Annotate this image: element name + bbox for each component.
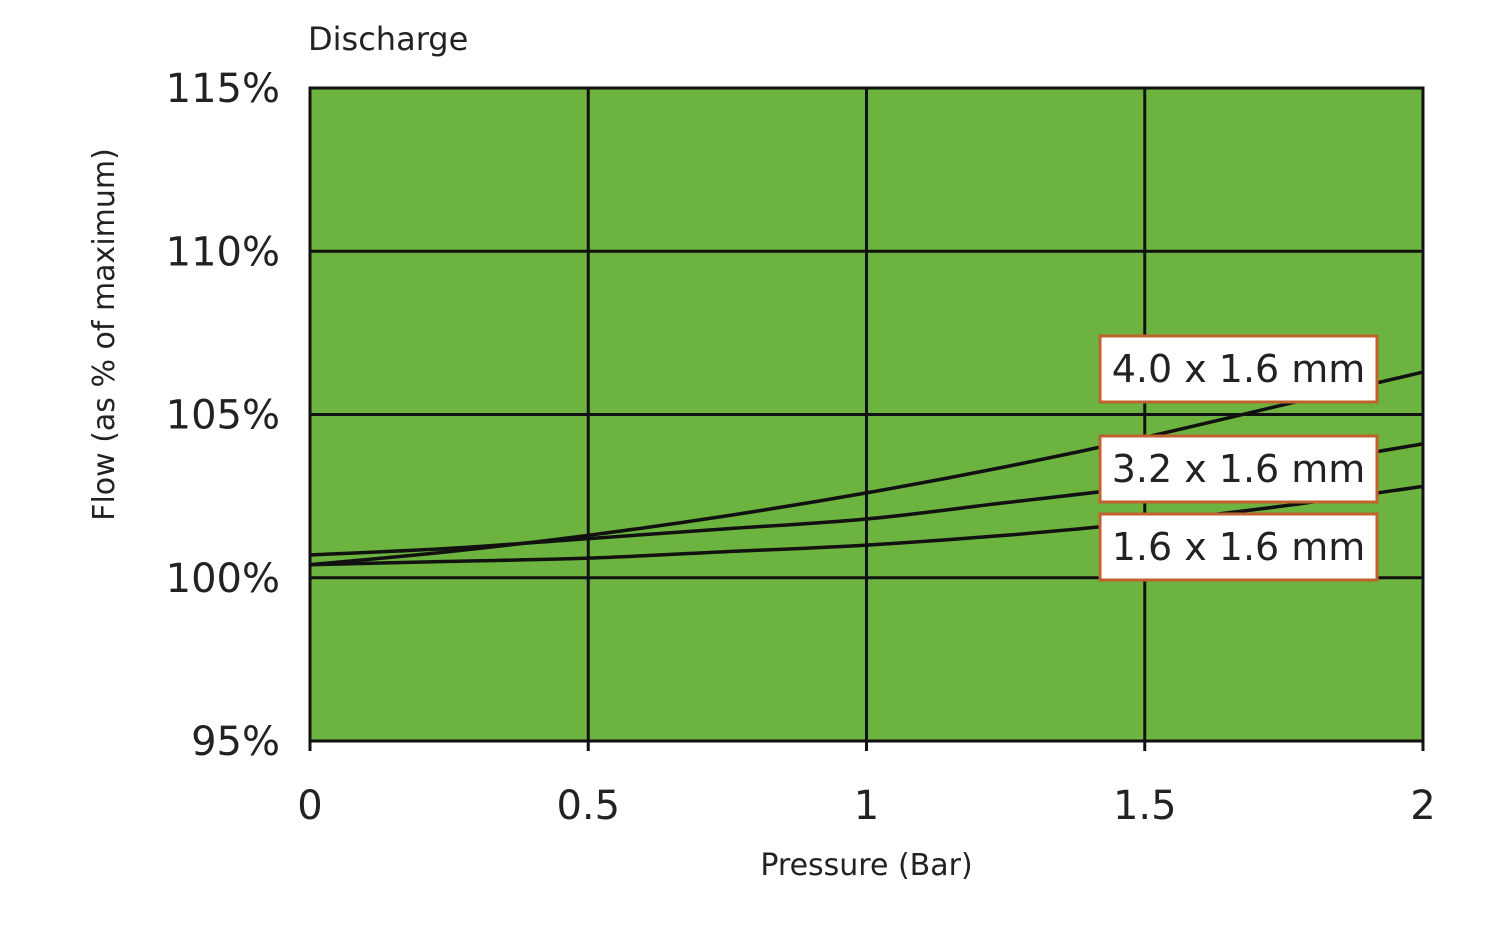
x-tick-label: 0.5	[556, 783, 620, 829]
series-label-box-1	[1098, 434, 1379, 504]
axis-ticks: 95% 100% 105% 110% 115% 0 0.5 1 1.5 2	[166, 66, 1436, 829]
y-tick-label: 95%	[191, 719, 280, 765]
x-tick-label: 1	[854, 783, 879, 829]
y-tick-label: 115%	[166, 66, 280, 112]
y-tick-label: 100%	[166, 556, 280, 602]
x-tick-label: 1.5	[1113, 783, 1177, 829]
series-label-box-0	[1098, 334, 1379, 404]
y-axis-label: Flow (as % of maximum)	[87, 148, 122, 521]
grid-lines	[308, 86, 1425, 743]
y-tick-label: 105%	[166, 393, 280, 439]
series-label-1: 3.2 x 1.6 mm	[1112, 447, 1366, 491]
series-labels: 4.0 x 1.6 mm 3.2 x 1.6 mm 1.6 x 1.6 mm	[1098, 334, 1379, 582]
x-tick-label: 2	[1410, 783, 1435, 829]
x-axis-label: Pressure (Bar)	[760, 848, 972, 883]
series-line-2	[309, 484, 1424, 567]
series-label-box-2	[1098, 512, 1379, 582]
series-label-0: 4.0 x 1.6 mm	[1112, 347, 1366, 391]
series-label-2: 1.6 x 1.6 mm	[1112, 525, 1366, 569]
x-tick-label: 0	[297, 783, 322, 829]
y-tick-label: 110%	[166, 229, 280, 275]
chart-title: Discharge	[308, 20, 468, 58]
